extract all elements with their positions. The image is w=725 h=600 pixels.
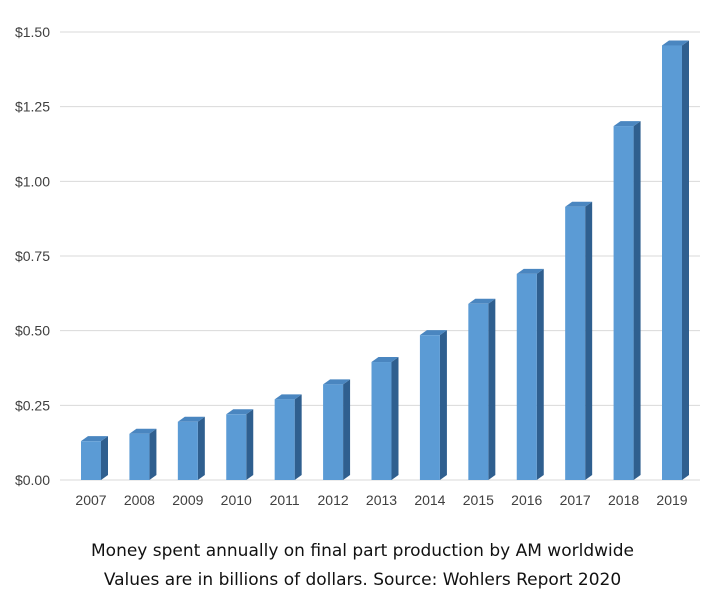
bar-top [516, 268, 544, 274]
bar-side [585, 201, 593, 480]
bar-chart: $0.00 $0.25 $0.50 $0.75 $1.00 $1.25 $1.50 2007… [15, 24, 700, 508]
bar-side [149, 428, 157, 480]
x-tick-label: 2019 [656, 492, 687, 508]
bar-2018 [613, 121, 641, 480]
bar-top [129, 428, 157, 434]
bar-top [371, 357, 399, 363]
y-tick-label: $1.00 [15, 173, 50, 189]
bar-top [323, 379, 351, 385]
bar-2016 [516, 268, 544, 480]
bar-front [516, 273, 537, 480]
gridlines [60, 31, 700, 481]
x-tick-label: 2012 [318, 492, 349, 508]
y-tick-label: $0.75 [15, 248, 50, 264]
caption-line-1: Money spent annually on final part produ… [91, 541, 634, 561]
bar-2009 [177, 416, 205, 480]
bar-top [226, 409, 254, 415]
bar-top [81, 436, 108, 442]
bar-2014 [419, 330, 447, 480]
bar-front [274, 399, 295, 480]
bar-2013 [371, 357, 399, 480]
bar-side [391, 357, 399, 480]
bar-2019 [662, 40, 689, 480]
bar-side [101, 436, 108, 480]
x-tick-label: 2008 [124, 492, 155, 508]
bar-front [371, 362, 392, 480]
bar-2008 [129, 428, 157, 480]
bar-side [343, 379, 351, 480]
y-tick-label: $0.25 [15, 397, 50, 413]
bar-top [613, 121, 641, 127]
y-axis-labels: $0.00 $0.25 $0.50 $0.75 $1.00 $1.25 $1.50 [15, 24, 50, 488]
bar-side [633, 121, 641, 480]
bar-side [439, 330, 447, 480]
y-tick-label: $0.50 [15, 323, 50, 339]
x-tick-label: 2018 [608, 492, 639, 508]
bar-side [246, 409, 254, 480]
bar-front [323, 384, 344, 480]
x-tick-label: 2015 [463, 492, 494, 508]
bar-top [419, 330, 447, 336]
x-axis-labels: 2007 2008 2009 2010 2011 2012 2013 2014 2015 2016… [75, 492, 687, 508]
bar-side [488, 298, 496, 480]
bar-2015 [468, 298, 496, 480]
y-tick-label: $1.50 [15, 24, 50, 40]
bar-front [565, 206, 586, 480]
bar-side [294, 394, 302, 480]
bar-front [662, 45, 682, 480]
caption-line-2: Values are in billions of dollars. Sourc… [103, 570, 622, 590]
bar-top [274, 394, 302, 400]
x-tick-label: 2014 [414, 492, 445, 508]
y-tick-label: $0.00 [15, 472, 50, 488]
x-tick-label: 2017 [560, 492, 591, 508]
x-tick-label: 2011 [270, 492, 300, 508]
x-tick-label: 2009 [172, 492, 203, 508]
bar-top [177, 416, 205, 422]
bar-top [662, 40, 689, 46]
bar-front [613, 126, 634, 480]
bar-top [468, 298, 496, 304]
bar-2012 [323, 379, 351, 480]
bar-side [536, 268, 544, 480]
bar-front [129, 433, 150, 480]
x-tick-label: 2013 [366, 492, 397, 508]
bar-2010 [226, 409, 254, 480]
bar-side [197, 416, 205, 480]
x-tick-label: 2007 [75, 492, 106, 508]
bar-2011 [274, 394, 302, 480]
bar-2017 [565, 201, 593, 480]
y-tick-label: $1.25 [15, 99, 50, 115]
bar-front [81, 441, 101, 480]
x-tick-label: 2010 [221, 492, 252, 508]
bar-top [565, 201, 593, 207]
bar-2007 [81, 436, 108, 480]
bars [81, 40, 689, 480]
bar-front [468, 303, 489, 480]
bar-front [419, 335, 440, 480]
bar-front [226, 414, 247, 480]
bar-front [177, 421, 198, 480]
x-tick-label: 2016 [511, 492, 542, 508]
bar-side [682, 40, 689, 480]
